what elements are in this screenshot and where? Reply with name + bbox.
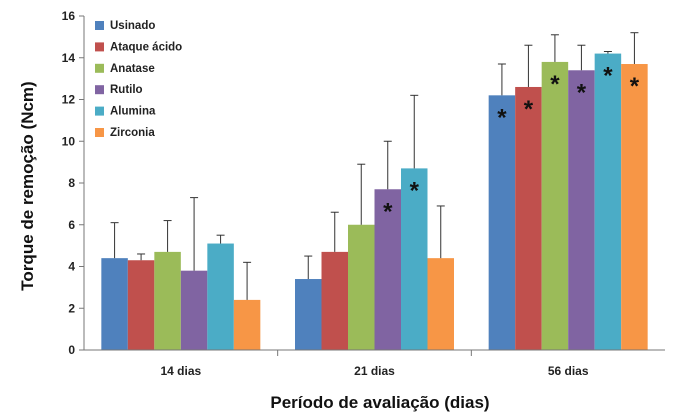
legend-swatch [95, 106, 104, 116]
bar [207, 243, 234, 350]
y-tick-label: 8 [68, 176, 75, 190]
significance-marker: * [577, 79, 587, 106]
bar [233, 299, 261, 350]
x-axis-title: Período de avaliação (dias) [270, 393, 489, 412]
bar [541, 61, 569, 351]
x-category-label: 56 dias [548, 364, 589, 378]
bar [568, 70, 595, 351]
significance-marker: * [630, 73, 640, 100]
legend-swatch [95, 21, 104, 30]
legend: Usinado Ataque ácido Anatase Rutilo Alumina Z… [95, 20, 182, 139]
significance-marker: * [603, 63, 613, 90]
legend-swatch [95, 128, 104, 137]
significance-marker: * [524, 96, 534, 123]
bar [180, 270, 208, 350]
bar [321, 251, 348, 350]
significance-marker: * [497, 104, 507, 131]
legend-label: Zirconia [110, 127, 155, 139]
y-tick-label: 2 [68, 301, 75, 315]
bar [101, 258, 128, 350]
bar [154, 251, 181, 350]
y-tick-label: 14 [62, 51, 76, 65]
bar [621, 64, 648, 350]
bar [488, 95, 516, 350]
bar [594, 53, 622, 350]
legend-label: Alumina [110, 106, 156, 118]
y-tick-label: 0 [68, 343, 75, 357]
legend-label: Anatase [110, 63, 155, 75]
y-tick-label: 4 [68, 260, 75, 274]
bar [427, 258, 454, 350]
legend-label: Rutilo [110, 84, 143, 96]
significance-marker: * [550, 71, 560, 98]
x-category-label: 14 dias [160, 364, 201, 378]
legend-swatch [95, 63, 104, 73]
significance-marker: * [410, 177, 420, 204]
significance-marker: * [383, 198, 393, 225]
y-tick-label: 12 [62, 93, 76, 107]
y-axis-title: Torque de remoção (Ncm) [18, 81, 37, 290]
legend-label: Ataque ácido [110, 41, 182, 53]
bar [127, 260, 155, 350]
legend-label: Usinado [110, 20, 155, 32]
legend-swatch [95, 42, 104, 52]
y-tick-label: 16 [62, 9, 76, 23]
bar [348, 224, 375, 350]
bar [401, 168, 428, 350]
x-category-label: 21 dias [354, 364, 395, 378]
bar [515, 86, 542, 350]
legend-swatch [95, 85, 104, 95]
x-axis: 14 dias 21 dias 56 dias [84, 349, 665, 378]
plot-area: * * * * * * * * [101, 32, 648, 351]
y-tick-label: 10 [62, 134, 76, 148]
y-axis: 0 2 4 6 8 10 12 14 16 [62, 9, 85, 357]
bar [374, 189, 401, 350]
y-tick-label: 6 [68, 218, 75, 232]
bar [295, 279, 322, 350]
